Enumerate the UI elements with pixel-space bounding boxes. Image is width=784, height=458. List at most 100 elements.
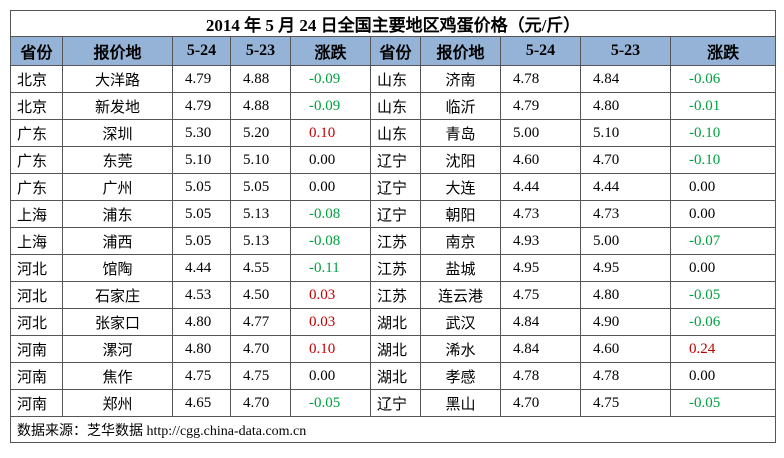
table-cell: 4.78 — [500, 65, 581, 93]
table-cell: 4.84 — [500, 308, 581, 336]
table-cell: -0.08 — [290, 227, 371, 255]
table-cell: 4.75 — [500, 281, 581, 309]
table-cell: 青岛 — [420, 119, 501, 147]
source-note: 数据来源：芝华数据 http://cgg.china-data.com.cn — [9, 416, 777, 443]
table-cell: 深圳 — [62, 119, 173, 147]
title-row: 2014 年 5 月 24 日全国主要地区鸡蛋价格（元/斤） — [9, 10, 777, 37]
table-cell: 4.70 — [580, 146, 671, 174]
table-cell: 5.05 — [172, 227, 231, 255]
table-cell: 辽宁 — [370, 146, 421, 174]
table-cell: -0.10 — [669, 119, 777, 147]
table-cell: 0.00 — [290, 173, 371, 201]
table-cell: 0.10 — [290, 335, 371, 363]
header-cell: 涨跌 — [669, 36, 777, 66]
table-cell: 黑山 — [420, 389, 501, 417]
table-cell: 4.70 — [230, 335, 291, 363]
data-row: 河北 石家庄 4.53 4.50 0.03 江苏 连云港 4.75 4.80 -0.05 — [10, 281, 777, 309]
table-cell: 4.80 — [580, 281, 671, 309]
table-wrap: 2014 年 5 月 24 日全国主要地区鸡蛋价格（元/斤） 省份 报价地 5-24… — [9, 10, 777, 443]
table-cell: 4.73 — [580, 200, 671, 228]
header-cell: 涨跌 — [290, 36, 371, 66]
table-cell: 5.10 — [172, 146, 231, 174]
footer-row: 数据来源：芝华数据 http://cgg.china-data.com.cn — [9, 416, 777, 443]
table-cell: 0.03 — [290, 281, 371, 309]
table-body: 2014 年 5 月 24 日全国主要地区鸡蛋价格（元/斤） 省份 报价地 5-24… — [9, 10, 777, 443]
table-cell: 新发地 — [62, 92, 173, 120]
data-row: 河南 郑州 4.65 4.70 -0.05 辽宁 黑山 4.70 4.75 -0.05 — [10, 389, 777, 417]
data-row: 河北 张家口 4.80 4.77 0.03 湖北 武汉 4.84 4.90 -0.06 — [10, 308, 777, 336]
table-cell: 河北 — [10, 254, 63, 282]
table-cell: 5.20 — [230, 119, 291, 147]
table-cell: 浠水 — [420, 335, 501, 363]
table-cell: 张家口 — [62, 308, 173, 336]
header-row: 省份 报价地 5-24 5-23 涨跌 省份 报价地 5-24 5-23 涨跌 — [10, 36, 777, 66]
table-cell: -0.06 — [669, 308, 777, 336]
table-cell: 4.80 — [580, 92, 671, 120]
table-cell: 4.53 — [172, 281, 231, 309]
header-cell: 报价地 — [62, 36, 173, 66]
table-cell: -0.09 — [290, 65, 371, 93]
table-cell: 0.03 — [290, 308, 371, 336]
table-cell: 孝感 — [420, 362, 501, 390]
table-cell: 5.13 — [230, 200, 291, 228]
data-row: 北京 大洋路 4.79 4.88 -0.09 山东 济南 4.78 4.84 -0.06 — [10, 65, 777, 93]
table-cell: 江苏 — [370, 254, 421, 282]
table-cell: 4.70 — [500, 389, 581, 417]
table-cell: 盐城 — [420, 254, 501, 282]
table-cell: 4.84 — [500, 335, 581, 363]
table-cell: 0.00 — [669, 200, 777, 228]
table-cell: 朝阳 — [420, 200, 501, 228]
table-cell: 4.88 — [230, 65, 291, 93]
table-cell: -0.05 — [669, 389, 777, 417]
table-cell: 4.79 — [500, 92, 581, 120]
table-cell: 0.00 — [669, 254, 777, 282]
table-cell: 广东 — [10, 173, 63, 201]
table-cell: 0.00 — [669, 173, 777, 201]
header-cell: 省份 — [370, 36, 421, 66]
table-cell: 4.60 — [580, 335, 671, 363]
table-cell: 辽宁 — [370, 389, 421, 417]
table-cell: 湖北 — [370, 335, 421, 363]
table-cell: 济南 — [420, 65, 501, 93]
table-cell: 辽宁 — [370, 173, 421, 201]
table-cell: 焦作 — [62, 362, 173, 390]
table-cell: 4.78 — [500, 362, 581, 390]
table-cell: 5.05 — [230, 173, 291, 201]
table-cell: 东莞 — [62, 146, 173, 174]
data-row: 北京 新发地 4.79 4.88 -0.09 山东 临沂 4.79 4.80 -0.01 — [10, 92, 777, 120]
table-cell: 北京 — [10, 92, 63, 120]
table-cell: 4.95 — [500, 254, 581, 282]
table-cell: 广州 — [62, 173, 173, 201]
table-cell: -0.06 — [669, 65, 777, 93]
table-cell: 沈阳 — [420, 146, 501, 174]
table-cell: 浦东 — [62, 200, 173, 228]
table-cell: 5.13 — [230, 227, 291, 255]
table-cell: 山东 — [370, 92, 421, 120]
table-cell: 4.79 — [172, 92, 231, 120]
table-cell: -0.01 — [669, 92, 777, 120]
header-cell: 5-23 — [580, 36, 671, 66]
table-cell: 江苏 — [370, 281, 421, 309]
table-cell: 4.50 — [230, 281, 291, 309]
table-cell: 河南 — [10, 362, 63, 390]
table-cell: 大洋路 — [62, 65, 173, 93]
table-cell: 0.10 — [290, 119, 371, 147]
table-title: 2014 年 5 月 24 日全国主要地区鸡蛋价格（元/斤） — [9, 10, 777, 37]
table-cell: 郑州 — [62, 389, 173, 417]
table-cell: 0.00 — [290, 146, 371, 174]
table-cell: 上海 — [10, 200, 63, 228]
table-cell: 山东 — [370, 119, 421, 147]
data-row: 广东 深圳 5.30 5.20 0.10 山东 青岛 5.00 5.10 -0.10 — [10, 119, 777, 147]
table-cell: 5.00 — [500, 119, 581, 147]
table-cell: 0.24 — [669, 335, 777, 363]
table-cell: 石家庄 — [62, 281, 173, 309]
header-cell: 报价地 — [420, 36, 501, 66]
table-cell: 5.05 — [172, 173, 231, 201]
table-cell: 4.55 — [230, 254, 291, 282]
table-cell: 漯河 — [62, 335, 173, 363]
price-table: 2014 年 5 月 24 日全国主要地区鸡蛋价格（元/斤） 省份 报价地 5-24… — [9, 10, 777, 443]
table-cell: 5.05 — [172, 200, 231, 228]
table-cell: 河北 — [10, 308, 63, 336]
table-cell: -0.11 — [290, 254, 371, 282]
table-cell: 4.75 — [580, 389, 671, 417]
